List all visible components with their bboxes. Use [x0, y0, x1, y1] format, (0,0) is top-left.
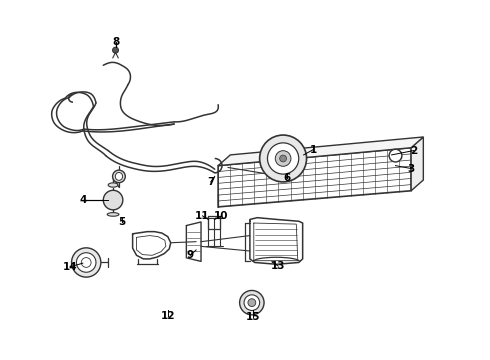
- Circle shape: [260, 135, 307, 182]
- Text: 6: 6: [283, 173, 290, 183]
- Text: 15: 15: [245, 312, 260, 322]
- Text: 5: 5: [118, 217, 125, 227]
- Text: 4: 4: [79, 195, 86, 205]
- Circle shape: [113, 47, 119, 53]
- Circle shape: [268, 143, 299, 174]
- Circle shape: [244, 295, 260, 310]
- Ellipse shape: [107, 213, 119, 216]
- Text: 9: 9: [187, 250, 194, 260]
- Circle shape: [240, 291, 264, 315]
- Circle shape: [389, 149, 402, 162]
- Circle shape: [76, 253, 96, 272]
- Polygon shape: [218, 137, 423, 166]
- Circle shape: [81, 258, 91, 267]
- Text: 12: 12: [161, 311, 175, 321]
- Text: 3: 3: [408, 163, 415, 174]
- Circle shape: [280, 155, 287, 162]
- Circle shape: [248, 299, 256, 307]
- Text: 8: 8: [112, 37, 119, 47]
- Polygon shape: [411, 137, 423, 191]
- Circle shape: [72, 248, 101, 277]
- Text: 1: 1: [310, 144, 317, 154]
- Circle shape: [103, 190, 123, 210]
- Text: 2: 2: [410, 145, 417, 156]
- Ellipse shape: [115, 172, 122, 180]
- Circle shape: [275, 151, 291, 166]
- Ellipse shape: [108, 183, 118, 187]
- Text: 11: 11: [195, 211, 210, 221]
- Polygon shape: [218, 148, 411, 207]
- Text: 13: 13: [271, 261, 286, 271]
- Text: 14: 14: [63, 262, 77, 272]
- Text: 7: 7: [207, 177, 215, 187]
- Text: 10: 10: [214, 211, 229, 221]
- Ellipse shape: [113, 170, 125, 183]
